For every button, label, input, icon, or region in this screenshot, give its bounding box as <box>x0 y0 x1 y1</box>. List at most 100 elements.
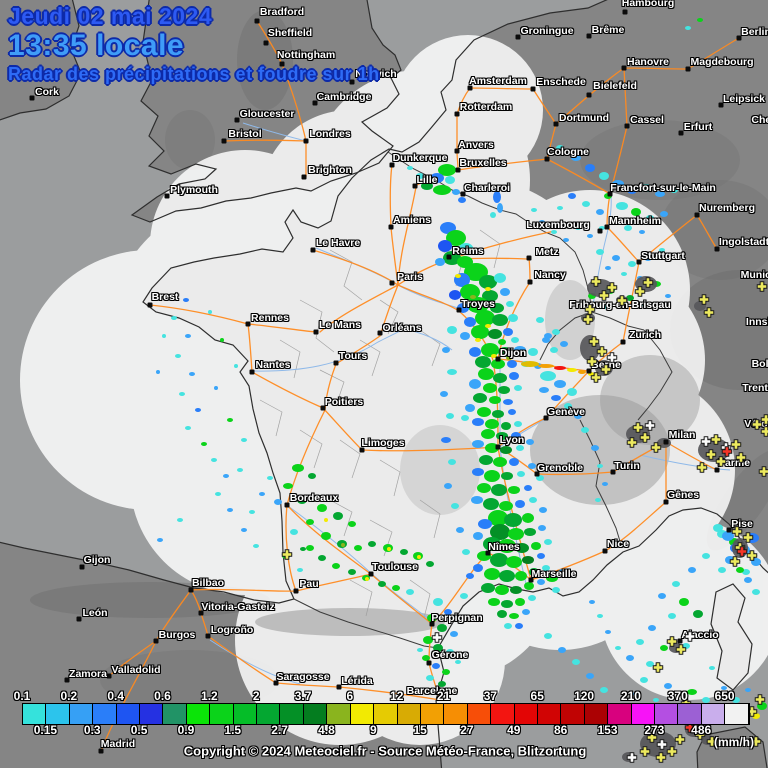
rain-blob <box>503 328 513 336</box>
city-dot <box>388 224 394 230</box>
rain-blob <box>718 567 726 573</box>
rain-blob <box>687 689 697 695</box>
rain-blob <box>646 661 654 667</box>
storm-cell <box>732 538 748 558</box>
city-dot <box>153 638 159 644</box>
rain-blob <box>682 643 690 649</box>
rain-blob <box>317 504 327 512</box>
rain-blob <box>274 499 282 505</box>
rain-blob <box>459 243 473 253</box>
city-label: Bolzano <box>751 358 768 370</box>
city-label: Gérone <box>431 649 469 661</box>
legend-tick-label: 15 <box>413 723 427 737</box>
city-label: Brest <box>151 291 179 303</box>
rain-blob <box>493 457 507 467</box>
rain-blob <box>539 507 547 513</box>
terrain-shading <box>30 10 768 710</box>
legend-tick-label: 12 <box>390 689 404 703</box>
rain-blob <box>597 614 603 618</box>
city-label: Nuremberg <box>698 202 756 214</box>
lightning-icon: ✚ <box>585 304 595 317</box>
city-dot <box>359 447 365 453</box>
legend-color-cell <box>374 704 398 724</box>
rain-blob <box>522 609 530 615</box>
lightning-icon: ✚ <box>757 281 767 294</box>
rain-blob <box>449 290 461 300</box>
rain-blob <box>640 677 648 683</box>
rain-blob <box>524 528 536 536</box>
rain-blob <box>171 316 177 320</box>
city-label: Marseille <box>531 568 577 580</box>
legend-color-cell <box>654 704 679 724</box>
lightning-icon: ✚ <box>704 307 714 320</box>
rain-blob <box>551 230 557 234</box>
rain-blob <box>444 483 452 489</box>
legend-tick-label: 0.2 <box>60 689 78 703</box>
lightning-icon: ✚ <box>695 729 705 742</box>
rain-blob <box>318 555 326 561</box>
lightning-icon: ✚ <box>651 442 661 455</box>
legend-tick-label: 273 <box>644 723 665 737</box>
city-dot <box>620 339 626 345</box>
legend-color-cell <box>280 704 304 724</box>
rain-blob <box>482 290 498 302</box>
rain-blob <box>426 675 434 681</box>
rain-blob <box>697 18 703 22</box>
city-label: Lille <box>416 174 438 186</box>
legend-color-cell <box>444 704 468 724</box>
rain-blob <box>483 537 501 551</box>
city-dot <box>198 610 204 616</box>
city-label: Cassel <box>630 114 664 126</box>
storm-cell <box>669 643 683 653</box>
rain-blob <box>567 388 577 396</box>
rain-blob <box>473 393 487 403</box>
rain-blob <box>282 553 290 559</box>
rain-blob <box>227 508 233 512</box>
rain-blob <box>515 500 525 508</box>
rain-blob <box>400 549 408 555</box>
rain-blob <box>442 347 450 353</box>
rain-blob <box>227 418 233 422</box>
rain-blob <box>469 347 481 357</box>
city-dot <box>528 577 534 583</box>
rain-blob <box>365 577 369 581</box>
lightning-icon: ✚ <box>667 746 677 759</box>
city-dot <box>543 415 549 421</box>
rain-blob <box>616 202 628 210</box>
storm-cell <box>626 425 650 443</box>
rain-blob <box>660 211 668 217</box>
rain-blob <box>214 386 218 390</box>
city-label: Cambridge <box>316 91 372 103</box>
rain-blob <box>685 26 691 30</box>
rain-blob <box>473 564 483 572</box>
city-dot <box>293 588 299 594</box>
lightning-icon: ✚ <box>675 734 685 747</box>
rain-blob <box>605 630 611 634</box>
rain-blob <box>438 681 446 687</box>
rain-blob <box>297 568 303 572</box>
storm-cell <box>701 735 715 745</box>
rain-blob <box>177 518 183 522</box>
city-label: Rotterdam <box>459 101 513 113</box>
rain-blob <box>529 568 539 576</box>
legend-color-cell <box>46 704 70 724</box>
rain-blob <box>508 409 516 415</box>
rain-blob <box>511 432 521 440</box>
rain-blob <box>481 583 495 593</box>
lightning-icon: ✚ <box>607 282 617 295</box>
rain-blob <box>528 348 538 356</box>
rain-blob <box>253 544 259 548</box>
city-label: Bordeaux <box>289 492 339 504</box>
city-dot <box>76 616 82 622</box>
city-dot <box>714 467 720 473</box>
lightning-icon: ✚ <box>640 746 650 759</box>
city-dot <box>663 499 669 505</box>
city-dot <box>147 302 153 308</box>
city-dot <box>426 660 432 666</box>
city-dot <box>636 259 642 265</box>
rain-blob <box>498 539 516 553</box>
rain-blob <box>237 468 243 472</box>
lightning-icon: ✚ <box>701 436 711 449</box>
city-dot <box>544 156 550 162</box>
